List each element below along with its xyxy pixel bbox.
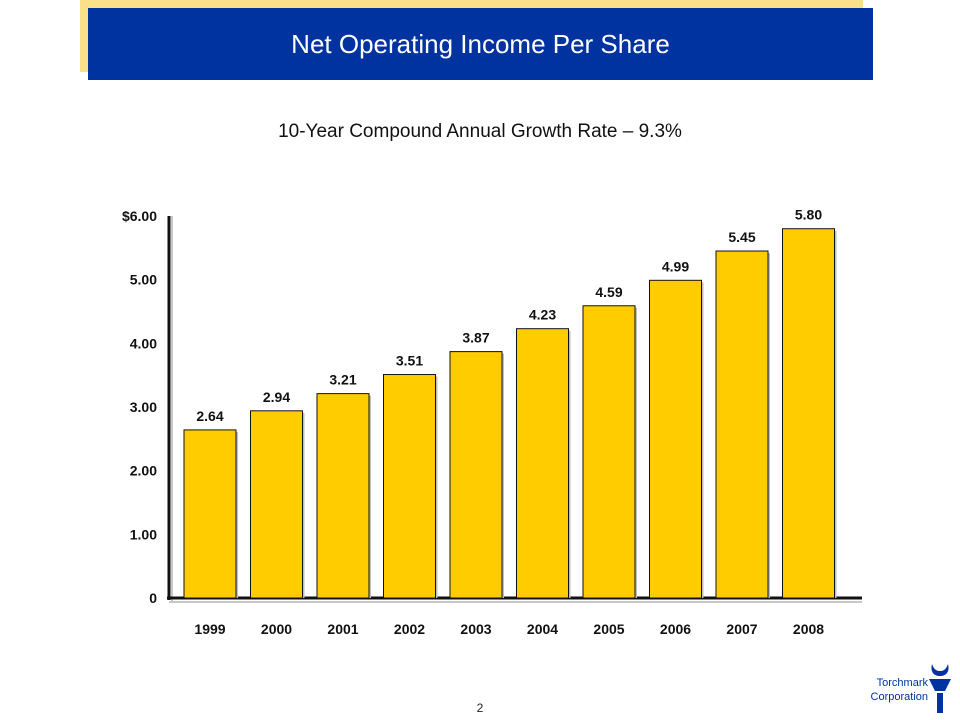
brand-name: Torchmark Corporation [840, 676, 928, 704]
x-tick-label: 2008 [793, 621, 824, 637]
bar-value-label: 2.94 [263, 389, 290, 405]
y-tick-label: $6.00 [122, 208, 157, 224]
bar-value-label: 5.45 [728, 229, 755, 245]
x-tick-label: 2000 [261, 621, 292, 637]
y-tick-label: 1.00 [130, 526, 157, 542]
bar-value-label: 5.80 [795, 207, 822, 223]
y-tick-label: 4.00 [130, 335, 157, 351]
chart-subtitle: 10-Year Compound Annual Growth Rate – 9.… [278, 121, 682, 142]
bar [782, 228, 835, 599]
bar [516, 328, 569, 599]
bar [715, 250, 769, 599]
bar [183, 429, 237, 599]
brand-line-1: Torchmark [876, 677, 928, 689]
x-tick-label: 2006 [660, 621, 691, 637]
bar-value-label: 3.51 [396, 353, 423, 369]
bar [383, 374, 436, 599]
x-tick-label: 2002 [394, 621, 425, 637]
bar-value-label: 4.59 [595, 284, 622, 300]
x-tick-label: 1999 [194, 621, 225, 637]
bar [250, 410, 303, 599]
brand-line-2: Corporation [870, 691, 928, 703]
x-tick-label: 2005 [593, 621, 624, 637]
y-tick-label: 0 [149, 590, 157, 606]
bar [649, 279, 702, 599]
bar-value-label: 4.99 [662, 258, 689, 274]
page-number: 2 [476, 701, 484, 715]
bar [449, 351, 503, 599]
torch-icon [929, 664, 951, 713]
page-title: Net Operating Income Per Share [291, 28, 670, 59]
bar [582, 305, 636, 599]
x-tick-label: 2007 [726, 621, 757, 637]
x-tick-label: 2001 [327, 621, 358, 637]
bar-value-label: 3.21 [329, 372, 356, 388]
bar-value-label: 3.87 [462, 330, 489, 346]
y-tick-label: 3.00 [130, 399, 157, 415]
bar-value-label: 2.64 [196, 408, 223, 424]
title-bar: Net Operating Income Per Share [88, 8, 873, 80]
bar-value-label: 4.23 [529, 307, 556, 323]
x-tick-label: 2004 [527, 621, 558, 637]
x-tick-label: 2003 [460, 621, 491, 637]
y-tick-label: 2.00 [130, 463, 157, 479]
y-tick-label: 5.00 [130, 272, 157, 288]
bar [316, 393, 370, 599]
